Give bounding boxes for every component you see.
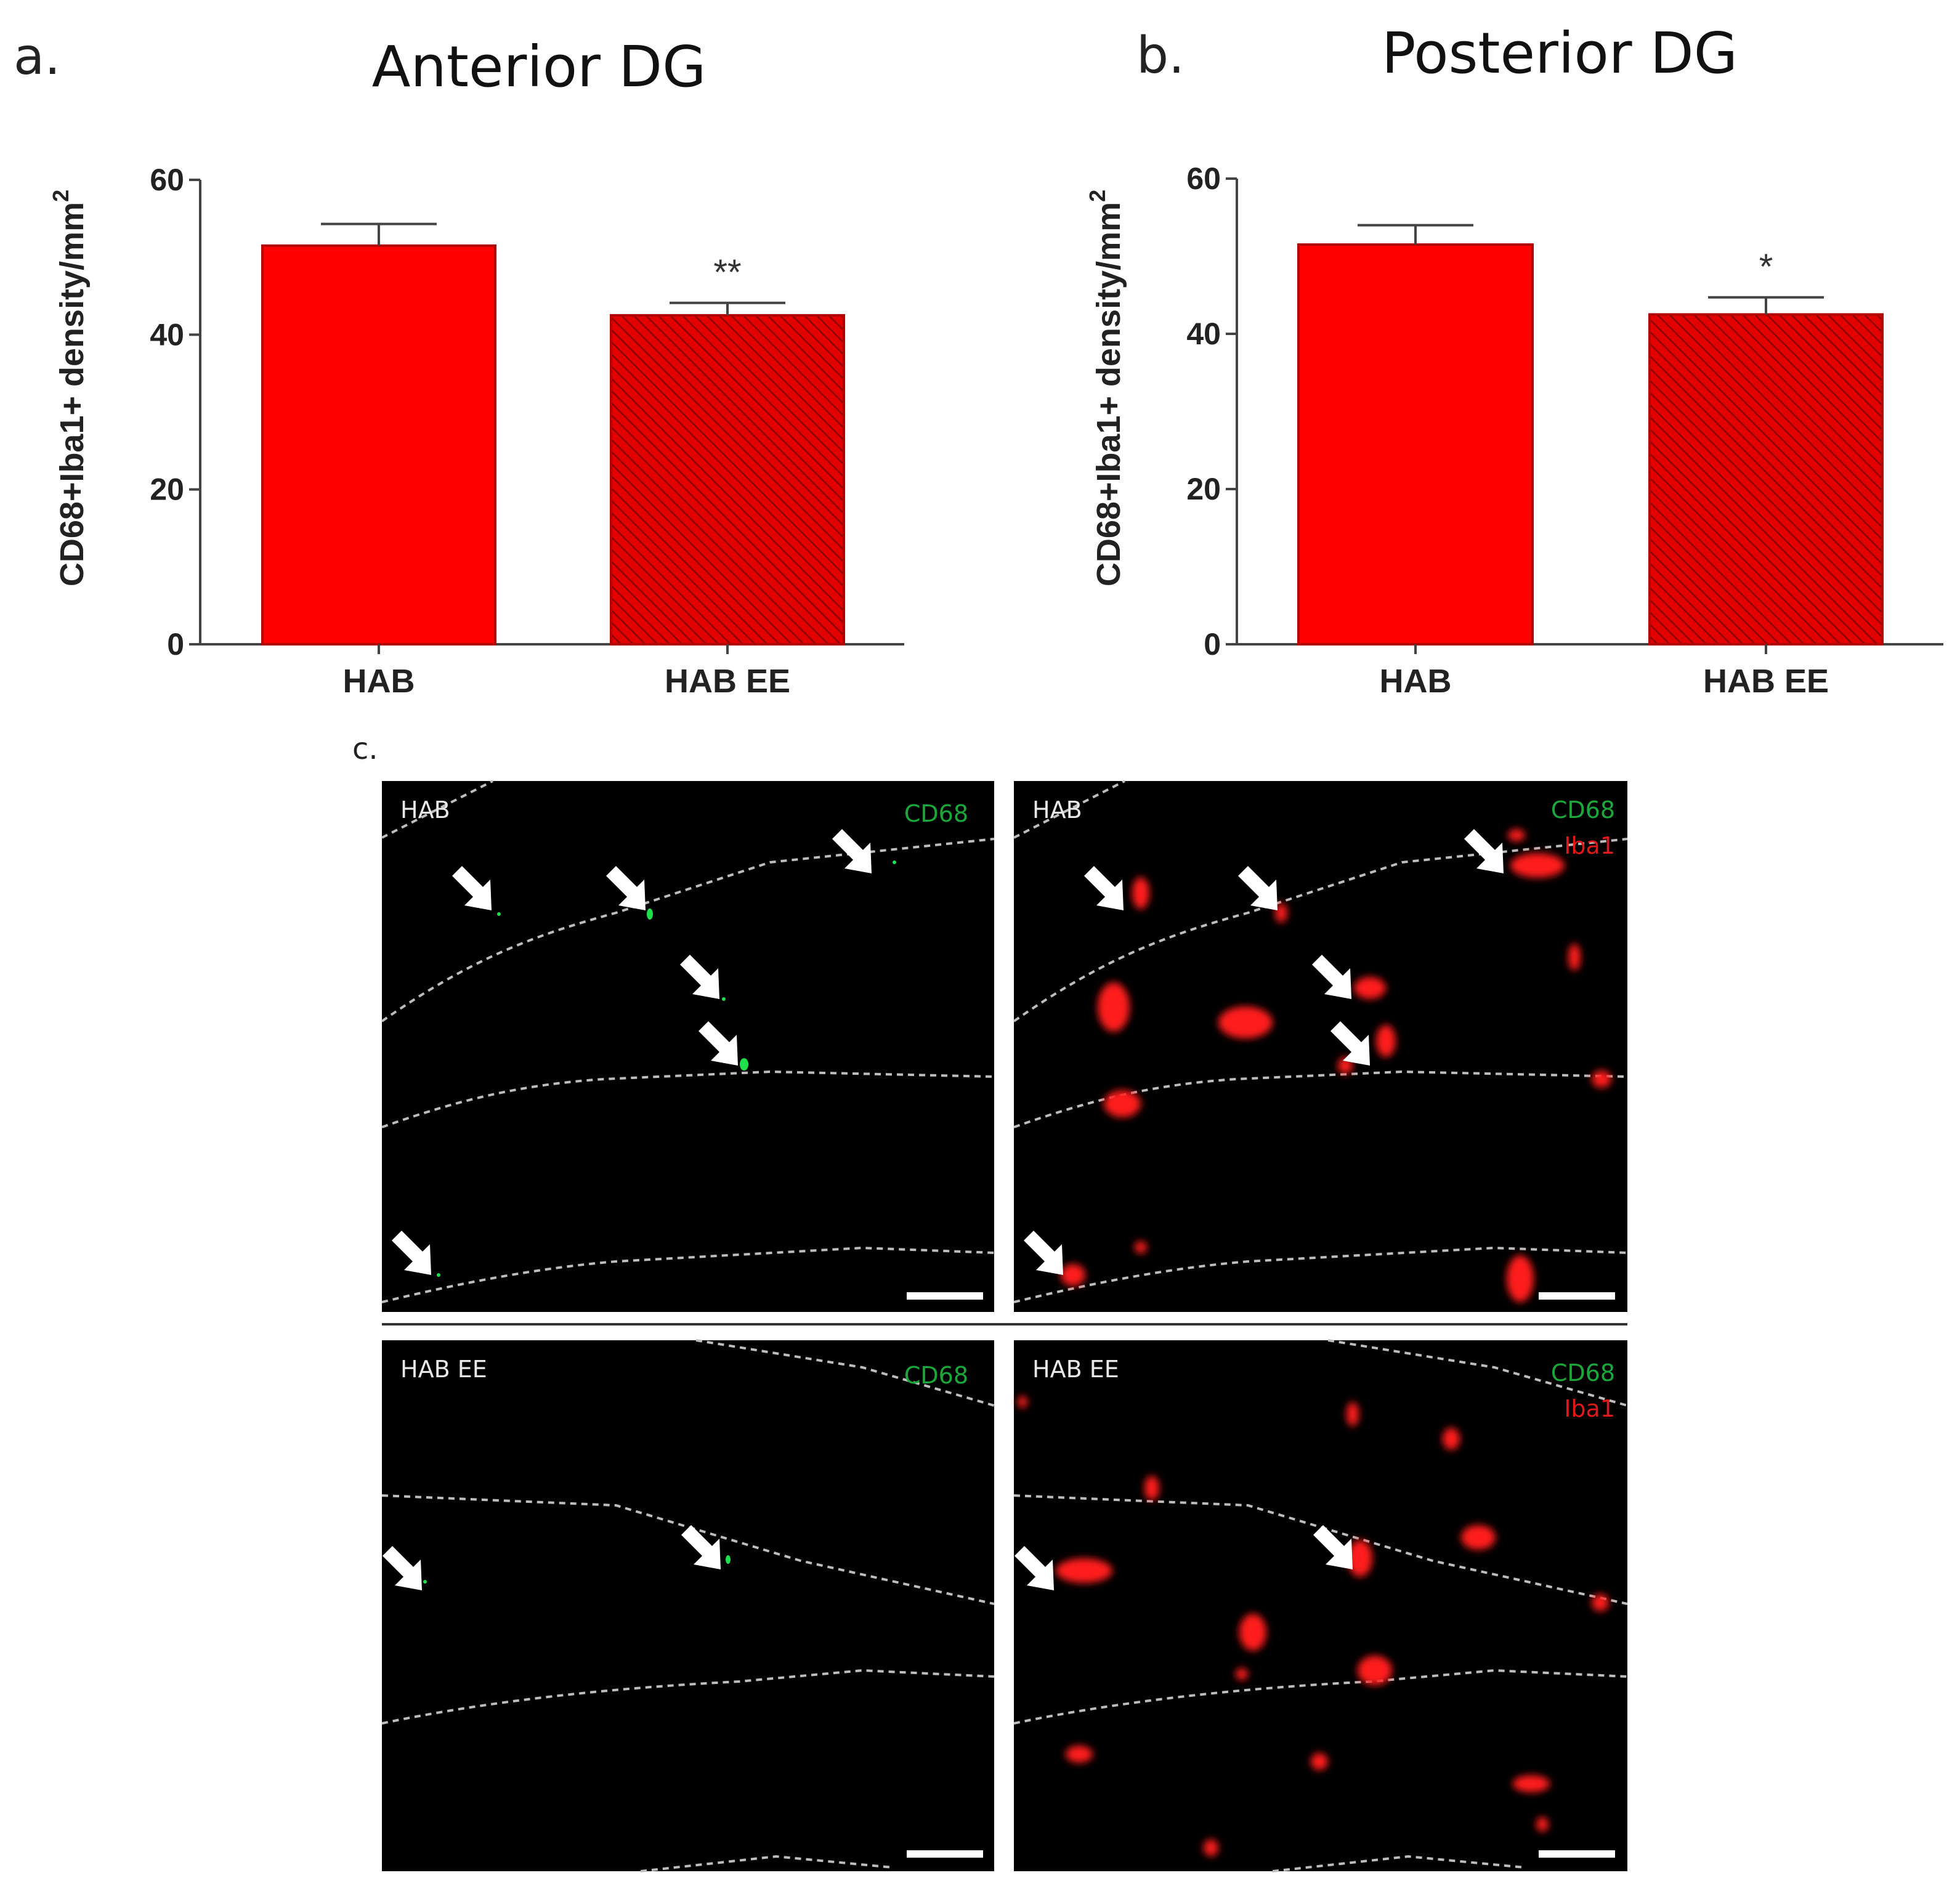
panel-label-a: a. xyxy=(14,28,60,86)
channel-label-cd68: CD68 xyxy=(1551,1359,1615,1386)
channel-label-iba1: Iba1 xyxy=(1564,1395,1615,1422)
micrograph-hab-ee-cd68: HAB EE CD68 xyxy=(381,1339,995,1872)
y-tick-label: 40 xyxy=(1186,317,1221,351)
category-label: HAB xyxy=(343,663,415,700)
category-label: HAB xyxy=(1380,663,1452,700)
scale-bar xyxy=(1539,1292,1615,1300)
y-axis-label: CD68+Iba1+ density/mm2 xyxy=(1085,190,1127,586)
region-boundaries xyxy=(1013,1339,1628,1872)
bar xyxy=(261,244,496,646)
panel-label-c: c. xyxy=(352,732,378,766)
group-label: HAB xyxy=(400,796,450,824)
category-label: HAB EE xyxy=(1703,663,1829,700)
group-label: HAB xyxy=(1032,796,1082,824)
channel-label-cd68: CD68 xyxy=(904,1362,968,1389)
group-label: HAB EE xyxy=(1032,1356,1119,1383)
y-tick-label: 0 xyxy=(1204,627,1221,662)
scale-bar xyxy=(907,1850,983,1858)
micrograph-hab-cd68-iba1: HAB CD68 Iba1 xyxy=(1013,780,1628,1312)
significance-label: * xyxy=(1759,247,1773,287)
y-tick-label: 60 xyxy=(1186,161,1221,196)
scale-bar xyxy=(907,1292,983,1300)
y-tick-label: 60 xyxy=(150,163,184,197)
category-label: HAB EE xyxy=(665,663,790,700)
significance-label: ** xyxy=(713,253,741,293)
iba1-cells xyxy=(1018,1396,1609,1856)
cd68-puncta xyxy=(423,1555,731,1584)
micrograph-grid: HAB CD68 xyxy=(381,780,1628,1872)
channel-label-cd68: CD68 xyxy=(1551,796,1615,824)
region-boundaries xyxy=(1013,780,1628,1303)
channel-label-iba1: Iba1 xyxy=(1564,832,1615,859)
group-label: HAB EE xyxy=(400,1356,487,1383)
region-boundaries xyxy=(381,780,995,1303)
micrograph-background xyxy=(382,781,994,1312)
chart-anterior-dg: Anterior DG CD68+Iba1+ density/mm2 0 20 40… xyxy=(48,34,904,700)
micrograph-hab-ee-cd68-iba1: HAB EE CD68 Iba1 xyxy=(1013,1339,1628,1872)
channel-label-cd68: CD68 xyxy=(904,800,968,827)
micrograph-background xyxy=(382,1340,994,1871)
region-boundaries xyxy=(381,1339,995,1872)
panel-label-b: b. xyxy=(1136,26,1185,85)
y-tick-label: 20 xyxy=(150,472,184,507)
y-axis-label: CD68+Iba1+ density/mm2 xyxy=(48,190,91,586)
bar xyxy=(1648,313,1884,646)
micrograph-hab-cd68: HAB CD68 xyxy=(381,780,995,1312)
cd68-puncta xyxy=(437,860,896,1277)
chart-title: Posterior DG xyxy=(1382,20,1738,86)
y-tick-label: 0 xyxy=(167,627,184,662)
chart-title: Anterior DG xyxy=(372,34,707,100)
y-tick-label: 40 xyxy=(150,317,184,352)
bar xyxy=(1297,243,1534,646)
chart-posterior-dg: Posterior DG CD68+Iba1+ density/mm2 0 20 4… xyxy=(1085,20,1943,700)
scale-bar xyxy=(1539,1850,1615,1858)
bar xyxy=(610,314,845,646)
y-tick-label: 20 xyxy=(1186,472,1221,506)
iba1-cells xyxy=(1061,829,1611,1302)
